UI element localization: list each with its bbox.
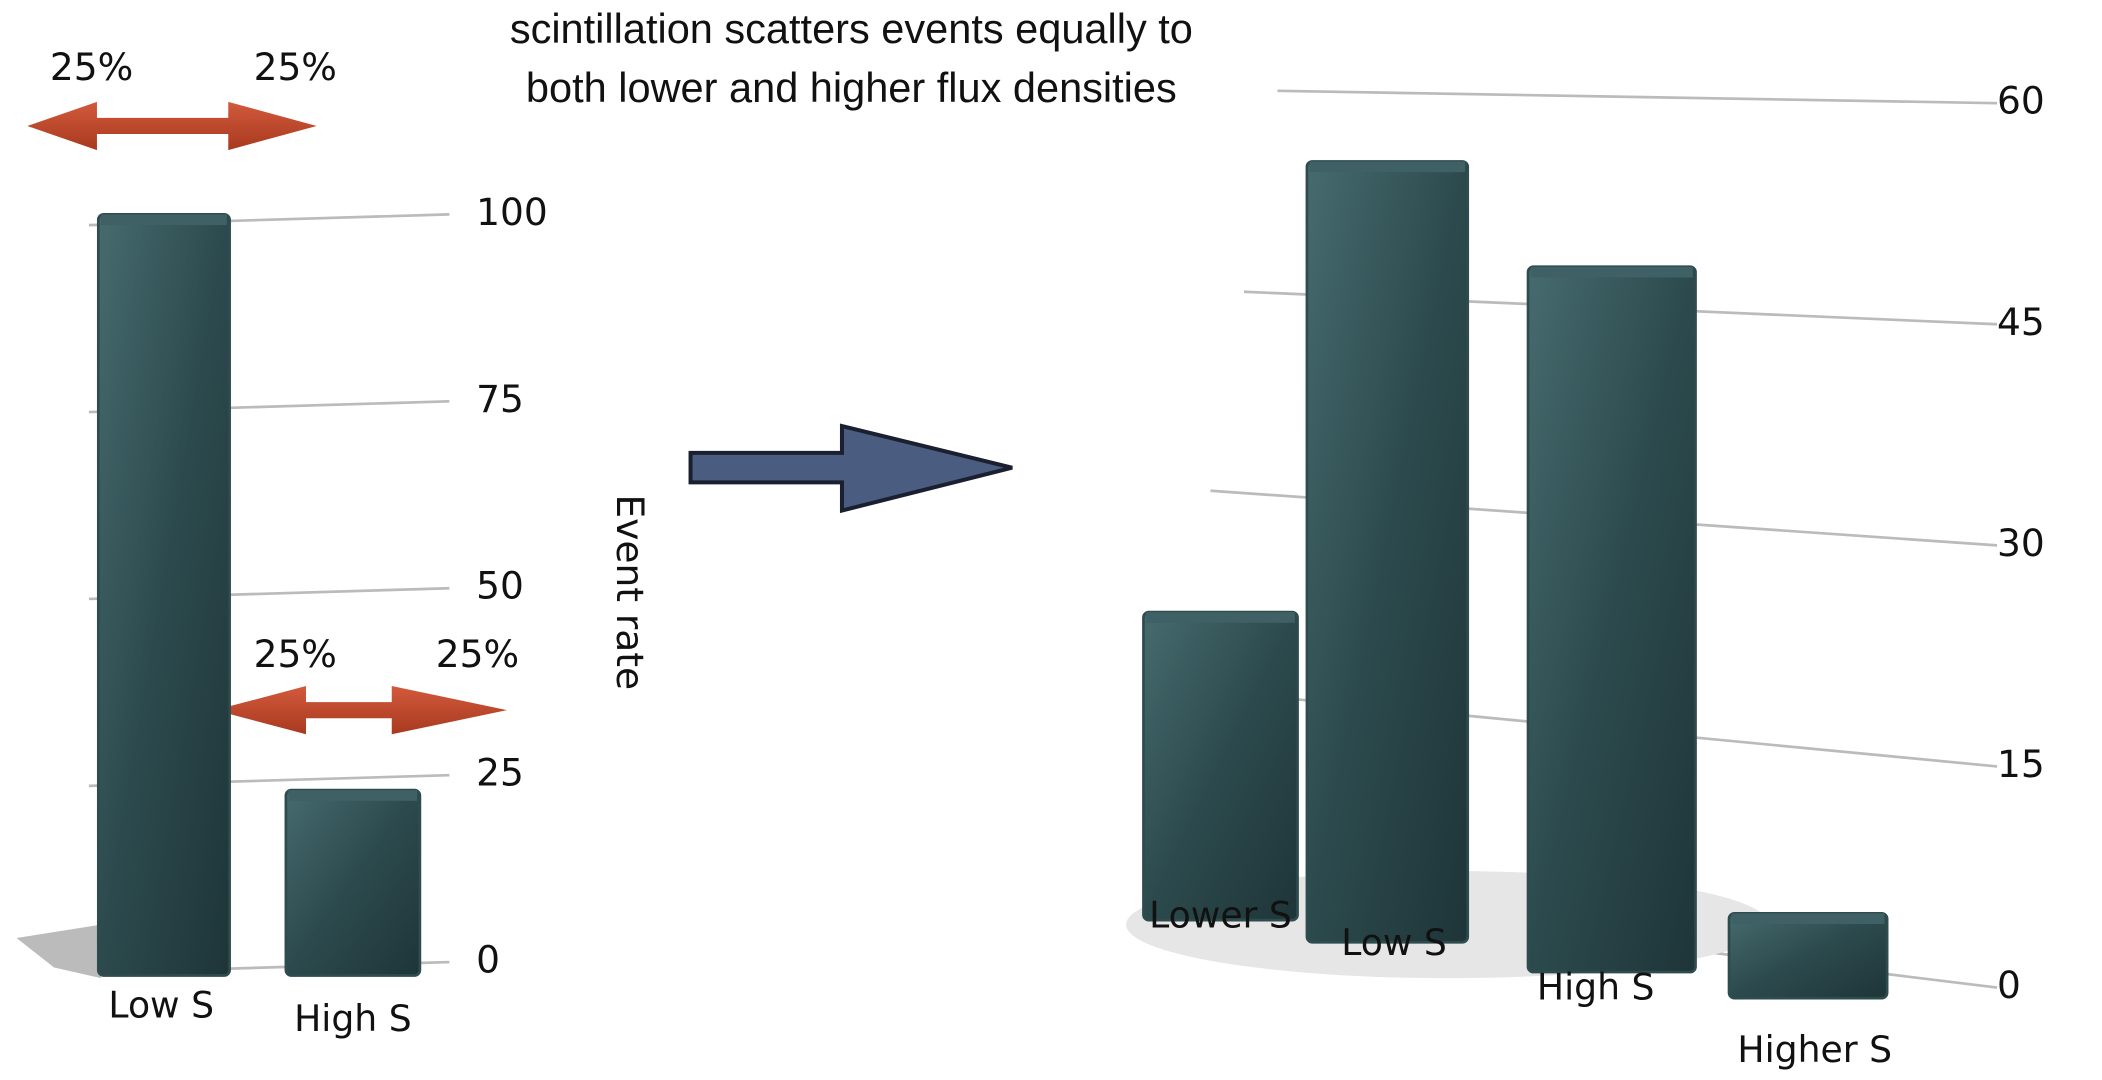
shadow bbox=[17, 925, 101, 979]
y-tick-label: 30 bbox=[1997, 521, 2045, 565]
y-tick-label: 0 bbox=[476, 938, 500, 982]
slide: scintillation scatters events equally to… bbox=[0, 0, 2102, 1080]
y-tick-label: 0 bbox=[1997, 963, 2021, 1007]
annotation: 25% bbox=[254, 45, 337, 89]
x-tick-label: Higher S bbox=[1737, 1028, 1892, 1071]
bar bbox=[1143, 612, 1297, 920]
scatter-arrow bbox=[27, 102, 316, 150]
y-tick-label: 45 bbox=[1997, 300, 2045, 344]
bar bbox=[98, 214, 229, 975]
x-tick-label: Low S bbox=[108, 984, 214, 1027]
y-tick-label: 15 bbox=[1997, 742, 2045, 786]
annotation: 25% bbox=[436, 632, 519, 676]
grid-line bbox=[1277, 91, 1997, 103]
bar bbox=[286, 790, 420, 975]
scatter-arrow bbox=[215, 686, 507, 734]
bar bbox=[1729, 913, 1887, 998]
x-tick-label: Lower S bbox=[1149, 893, 1292, 936]
y-tick-label: 25 bbox=[476, 751, 524, 795]
heading-line: scintillation scatters events equally to bbox=[510, 5, 1193, 52]
x-tick-label: High S bbox=[294, 997, 412, 1040]
annotation: 25% bbox=[254, 632, 337, 676]
x-tick-label: Low S bbox=[1341, 921, 1447, 964]
transition-arrow bbox=[691, 426, 1013, 510]
x-tick-label: High S bbox=[1537, 966, 1655, 1009]
y-tick-label: 50 bbox=[476, 564, 524, 608]
annotation: 25% bbox=[50, 45, 133, 89]
heading-line: both lower and higher flux densities bbox=[526, 64, 1177, 111]
y-axis-label: Event rate bbox=[608, 494, 652, 690]
bar bbox=[1528, 267, 1695, 972]
y-tick-label: 75 bbox=[476, 377, 524, 421]
y-tick-label: 100 bbox=[476, 190, 548, 234]
bar bbox=[1307, 161, 1468, 942]
y-tick-label: 60 bbox=[1997, 79, 2045, 123]
